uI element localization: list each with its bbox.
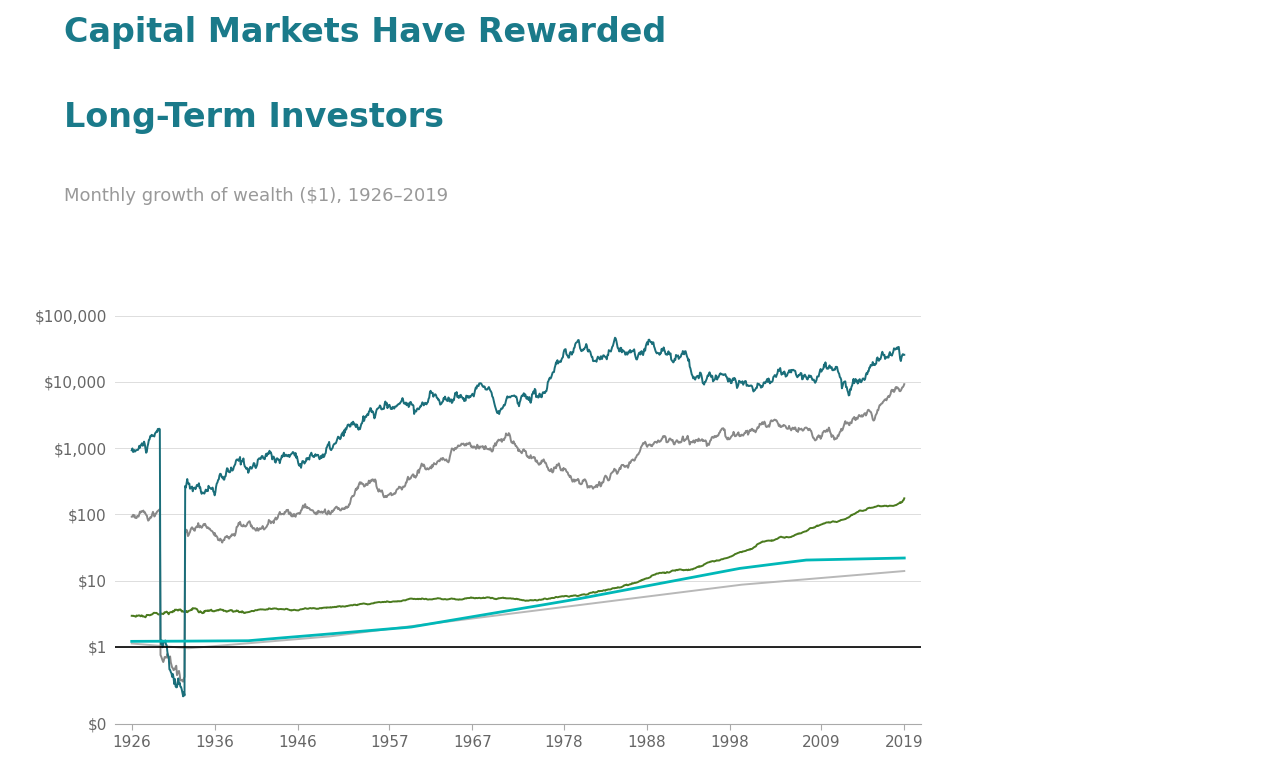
Text: Monthly growth of wealth ($1), 1926–2019: Monthly growth of wealth ($1), 1926–2019 xyxy=(64,187,448,205)
Text: Capital Markets Have Rewarded: Capital Markets Have Rewarded xyxy=(64,16,666,48)
Text: Long-Term Investors: Long-Term Investors xyxy=(64,101,444,134)
